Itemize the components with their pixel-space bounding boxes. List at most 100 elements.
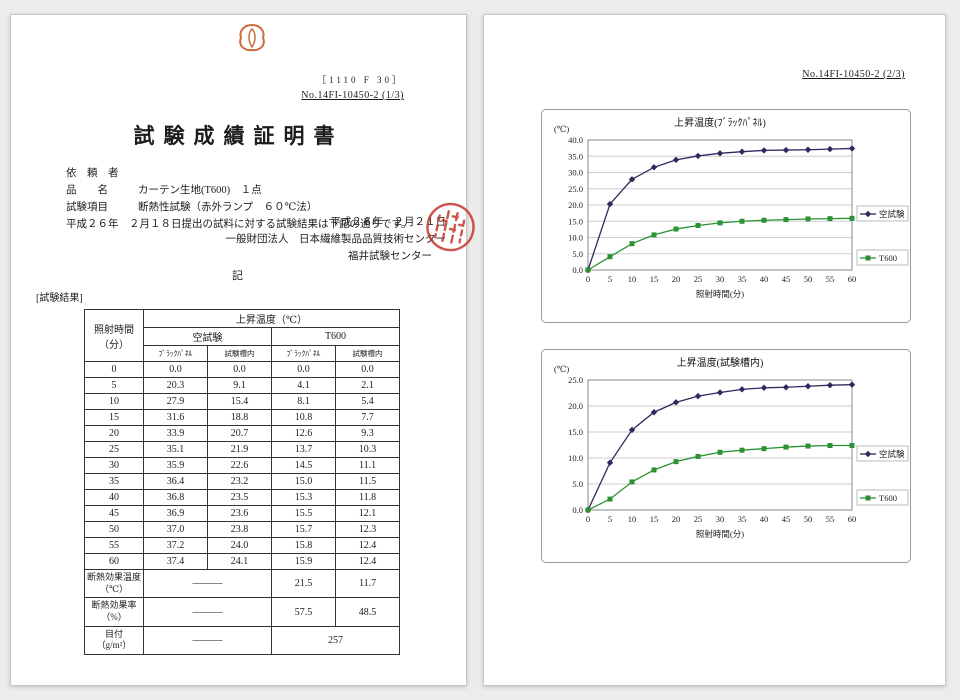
document-number-page1: No.14FI-10450-2 (1/3) [301,90,404,101]
table-row: 45 36.9 23.6 15.5 12.1 [83,505,401,522]
svg-text:照射時間(分): 照射時間(分) [696,529,744,539]
time-cell: 10 [83,393,145,410]
svg-text:0.0: 0.0 [572,265,583,275]
sub-column-header: 試験槽内 [335,345,401,362]
value-cell: 0.0 [335,361,401,378]
group-column-header: 上昇温度（℃） [143,309,401,328]
value-cell: 20.3 [143,377,209,394]
svg-text:30: 30 [716,274,725,284]
chart-test-chamber-svg: 0.0 5.0 10.0 15.0 20.0 25.0 0 5 10 15 20 25 30 35 40 45… [554,356,909,539]
value-cell: 12.6 [271,425,337,442]
value-cell: 12.4 [335,553,401,570]
svg-text:0.0: 0.0 [572,505,583,515]
svg-text:T600: T600 [879,253,897,263]
svg-text:空試験: 空試験 [879,449,905,459]
svg-text:55: 55 [826,514,835,524]
svg-text:35.0: 35.0 [568,151,583,161]
svg-text:T600: T600 [879,493,897,503]
issuer-block: 平成２６年 ２月２１日 一般財団法人 日本繊維製品品質技術センター 福井試験セン… [226,215,447,265]
results-section-label: [試験結果] [36,293,83,304]
time-cell: 15 [83,409,145,426]
sub-column-header: 試験槽内 [207,345,273,362]
value-cell: 27.9 [143,393,209,410]
svg-text:45: 45 [782,514,791,524]
value-cell: 36.9 [143,505,209,522]
svg-text:10.0: 10.0 [568,233,583,243]
table-row: 10 27.9 15.4 8.1 5.4 [83,393,401,410]
svg-text:25: 25 [694,274,703,284]
item-label: 品 名 [66,185,108,196]
svg-text:25: 25 [694,514,703,524]
value-cell: 22.6 [207,457,273,474]
value-cell: 37.2 [143,537,209,554]
time-cell: 35 [83,473,145,490]
value-cell: 0.0 [143,361,209,378]
table-row: 断熱効果温度 （℃） ――― 21.5 11.7 [83,568,401,599]
time-cell: 5 [83,377,145,394]
value-cell: 35.9 [143,457,209,474]
svg-text:35: 35 [738,274,747,284]
svg-text:60: 60 [848,514,857,524]
table-row: 30 35.9 22.6 14.5 11.1 [83,457,401,474]
table-row: 0 0.0 0.0 0.0 0.0 [83,361,401,378]
value-cell: 8.1 [271,393,337,410]
value-cell: 9.1 [207,377,273,394]
value-cell: 37.4 [143,553,209,570]
table-header-row: 空試験 T600 [85,327,401,346]
svg-text:15.0: 15.0 [568,427,583,437]
value-cell: 10.8 [271,409,337,426]
value-cell: 35.1 [143,441,209,458]
svg-text:35: 35 [738,514,747,524]
value-cell: 37.0 [143,521,209,538]
organization-name: 一般財団法人 日本繊維製品品質技術センター [225,233,447,245]
time-cell: 30 [83,457,145,474]
svg-text:50: 50 [804,274,813,284]
request-info-block: 依 頼 者 品 名 カーテン生地(T600) １点 試験項目 断熱性試験（赤外ラ… [66,165,411,233]
summary-label-cell: 断熱効果温度 （℃） [83,568,145,599]
statement-text: 平成２６年 ２月１８日提出の試料に対する試験結果は下記の通りです。 [66,219,412,230]
test-value: 断熱性試験（赤外ランプ ６０℃法） [138,202,318,213]
value-cell: 15.4 [207,393,273,410]
item-row: 品 名 カーテン生地(T600) １点 [66,182,411,199]
value-cell: 12.4 [335,537,401,554]
summary-value-cell: 11.7 [335,568,401,599]
table-row: 25 35.1 21.9 13.7 10.3 [83,441,401,458]
svg-text:上昇温度(試験槽内): 上昇温度(試験槽内) [677,356,764,369]
svg-text:上昇温度(ﾌﾞﾗｯｸﾊﾟﾈﾙ): 上昇温度(ﾌﾞﾗｯｸﾊﾟﾈﾙ) [674,116,766,129]
reference-block: ［1110 F 30］ No.14FI-10450-2 (1/3) [301,73,404,101]
certificate-title: 試験成績証明書 [133,124,344,148]
value-cell: 23.5 [207,489,273,506]
group-blank-header: 空試験 [143,327,273,346]
client-label: 依 頼 者 [66,168,119,179]
svg-text:(℃): (℃) [554,364,569,374]
table-row: 5 20.3 9.1 4.1 2.1 [83,377,401,394]
test-center-name: 福井試験センター [348,250,432,262]
svg-text:15.0: 15.0 [568,216,583,226]
table-row: 50 37.0 23.8 15.7 12.3 [83,521,401,538]
summary-value-cell: ――― [143,597,273,627]
value-cell: 12.1 [335,505,401,522]
value-cell: 24.0 [207,537,273,554]
svg-text:25.0: 25.0 [568,184,583,194]
test-label: 試験項目 [66,202,108,213]
svg-text:(℃): (℃) [554,124,569,134]
time-cell: 40 [83,489,145,506]
statement-row: 平成２６年 ２月１８日提出の試料に対する試験結果は下記の通りです。 [66,216,411,233]
item-value: カーテン生地(T600) １点 [138,185,262,196]
svg-text:30: 30 [716,514,725,524]
issue-date: 平成２６年 ２月２１日 [330,217,447,228]
svg-text:60: 60 [848,274,857,284]
value-cell: 9.3 [335,425,401,442]
value-cell: 15.5 [271,505,337,522]
svg-text:5: 5 [608,274,612,284]
svg-text:空試験: 空試験 [879,209,905,219]
svg-text:10: 10 [628,514,637,524]
svg-text:30.0: 30.0 [568,168,583,178]
summary-value-cell: 257 [271,625,401,656]
time-cell: 55 [83,537,145,554]
svg-text:5.0: 5.0 [572,249,583,259]
value-cell: 11.8 [335,489,401,506]
table-header-row: 照射時間 （分） 上昇温度（℃） [83,309,401,362]
summary-value-cell: 21.5 [271,568,337,599]
value-cell: 36.8 [143,489,209,506]
